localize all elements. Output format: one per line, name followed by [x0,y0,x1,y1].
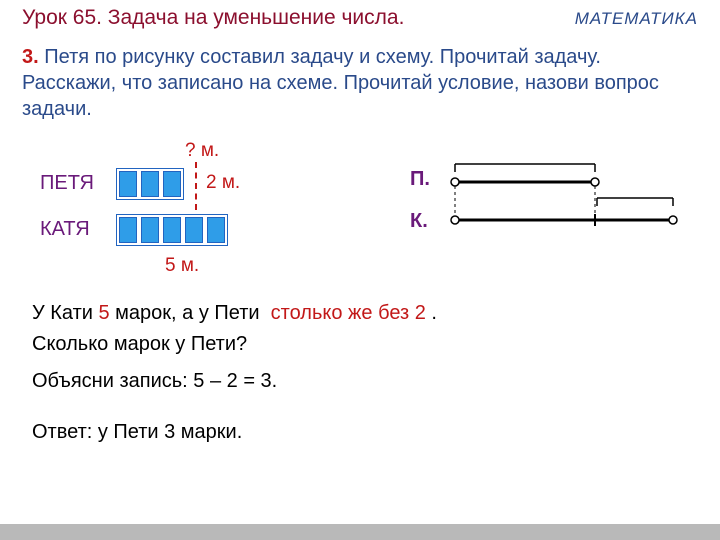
petya-label: ПЕТЯ [40,172,94,195]
two-label: 2 м. [206,172,240,194]
line4: Ответ: у Пети 3 марки. [32,417,688,448]
p-label: П. [410,168,430,191]
problem-text: У Кати 5 марок, а у Пети столько же без … [0,290,720,448]
stamp [119,171,137,197]
l1c: марок, а у Пети [110,302,266,324]
k-label: К. [410,210,428,233]
dashed-divider [195,162,197,210]
five-label: 5 м. [165,255,199,277]
diagrams: ? м. ПЕТЯ КАТЯ 2 м. 5 м. П. К. [0,140,720,290]
line1: У Кати 5 марок, а у Пети столько же без … [32,298,688,329]
stamp [207,217,225,243]
segment-diagram: П. К. [380,140,700,290]
question-mark-label: ? м. [185,140,219,162]
footer-bar [0,524,720,540]
line3: Объясни запись: 5 – 2 = 3. [32,366,688,397]
stamp [141,217,159,243]
subject-label: МАТЕМАТИКА [575,9,698,29]
segment-svg [445,154,685,244]
header: Урок 65. Задача на уменьшение числа. МАТ… [0,0,720,32]
lesson-title: Урок 65. Задача на уменьшение числа. [22,6,404,30]
l1d: столько же без 2 [271,302,426,324]
task-number: 3. [22,46,39,68]
katya-label: КАТЯ [40,218,90,241]
stamp [119,217,137,243]
stamps-diagram: ? м. ПЕТЯ КАТЯ 2 м. 5 м. [0,140,380,290]
stamp [185,217,203,243]
l1e: . [426,302,437,324]
task-body: Петя по рисунку составил задачу и схему.… [22,46,659,120]
stamp [163,171,181,197]
line2: Сколько марок у Пети? [32,329,688,360]
task-text: 3. Петя по рисунку составил задачу и схе… [0,32,720,122]
l1a: У Кати [32,302,98,324]
l1b: 5 [98,302,109,324]
katya-stamps [116,214,228,246]
stamp [163,217,181,243]
petya-stamps [116,168,184,200]
stamp [141,171,159,197]
